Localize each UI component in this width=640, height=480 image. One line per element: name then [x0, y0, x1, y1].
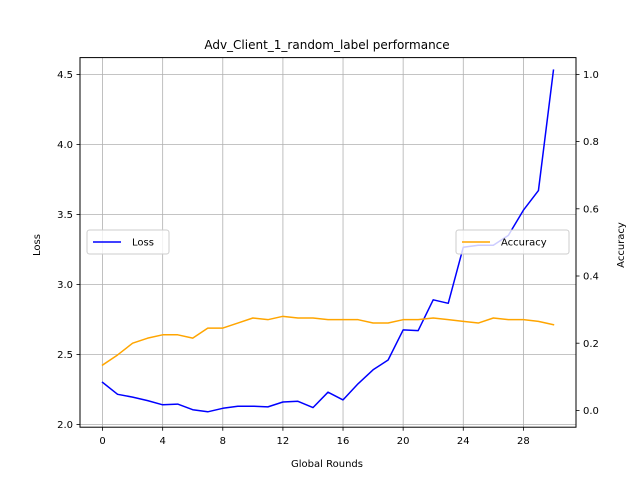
left-y-tick-label: 3.0 — [57, 280, 73, 291]
legend-box — [455, 229, 570, 255]
right-y-tick-label: 0.2 — [583, 339, 599, 350]
chart-title: Adv_Client_1_random_label performance — [204, 38, 449, 52]
x-tick-label: 16 — [337, 436, 350, 447]
left-y-tick-label: 2.0 — [57, 420, 73, 431]
left-y-axis-title: Loss — [32, 234, 43, 256]
right-y-tick-label: 0.4 — [583, 272, 599, 283]
right-y-tick-label: 0.8 — [583, 137, 599, 148]
legend-label: Loss — [132, 238, 154, 249]
left-y-tick-label: 2.5 — [57, 350, 73, 361]
right-y-axis-title: Accuracy — [616, 222, 627, 268]
x-axis-title: Global Rounds — [291, 459, 363, 470]
right-y-tick-label: 1.0 — [583, 70, 599, 81]
x-tick-label: 24 — [457, 436, 470, 447]
left-y-tick-label: 4.5 — [57, 70, 73, 81]
left-y-tick-label: 3.5 — [57, 210, 73, 221]
x-tick-label: 4 — [159, 436, 165, 447]
x-axis: 0 4 8 12 16 20 24 28 — [99, 427, 530, 447]
loss-legend: Loss — [86, 229, 170, 255]
accuracy-series-line — [101, 315, 555, 367]
legend-box — [86, 229, 170, 255]
legend-label: Accuracy — [501, 238, 547, 249]
x-tick-label: 8 — [220, 436, 226, 447]
right-y-axis: 0.0 0.2 0.4 0.6 0.8 1.0 — [576, 70, 599, 417]
grid-lines — [80, 57, 576, 428]
legend-layer: Loss Accuracy — [86, 229, 570, 255]
x-tick-label: 0 — [99, 436, 105, 447]
right-y-tick-label: 0.6 — [583, 204, 599, 215]
accuracy-legend: Accuracy — [455, 229, 570, 255]
x-tick-label: 12 — [277, 436, 290, 447]
right-y-tick-label: 0.0 — [583, 406, 599, 417]
left-y-tick-label: 4.0 — [57, 140, 73, 151]
plot-frame — [79, 57, 577, 428]
left-y-axis: 2.0 2.5 3.0 3.5 4.0 4.5 — [57, 70, 80, 431]
x-tick-label: 20 — [397, 436, 410, 447]
x-tick-label: 28 — [517, 436, 530, 447]
